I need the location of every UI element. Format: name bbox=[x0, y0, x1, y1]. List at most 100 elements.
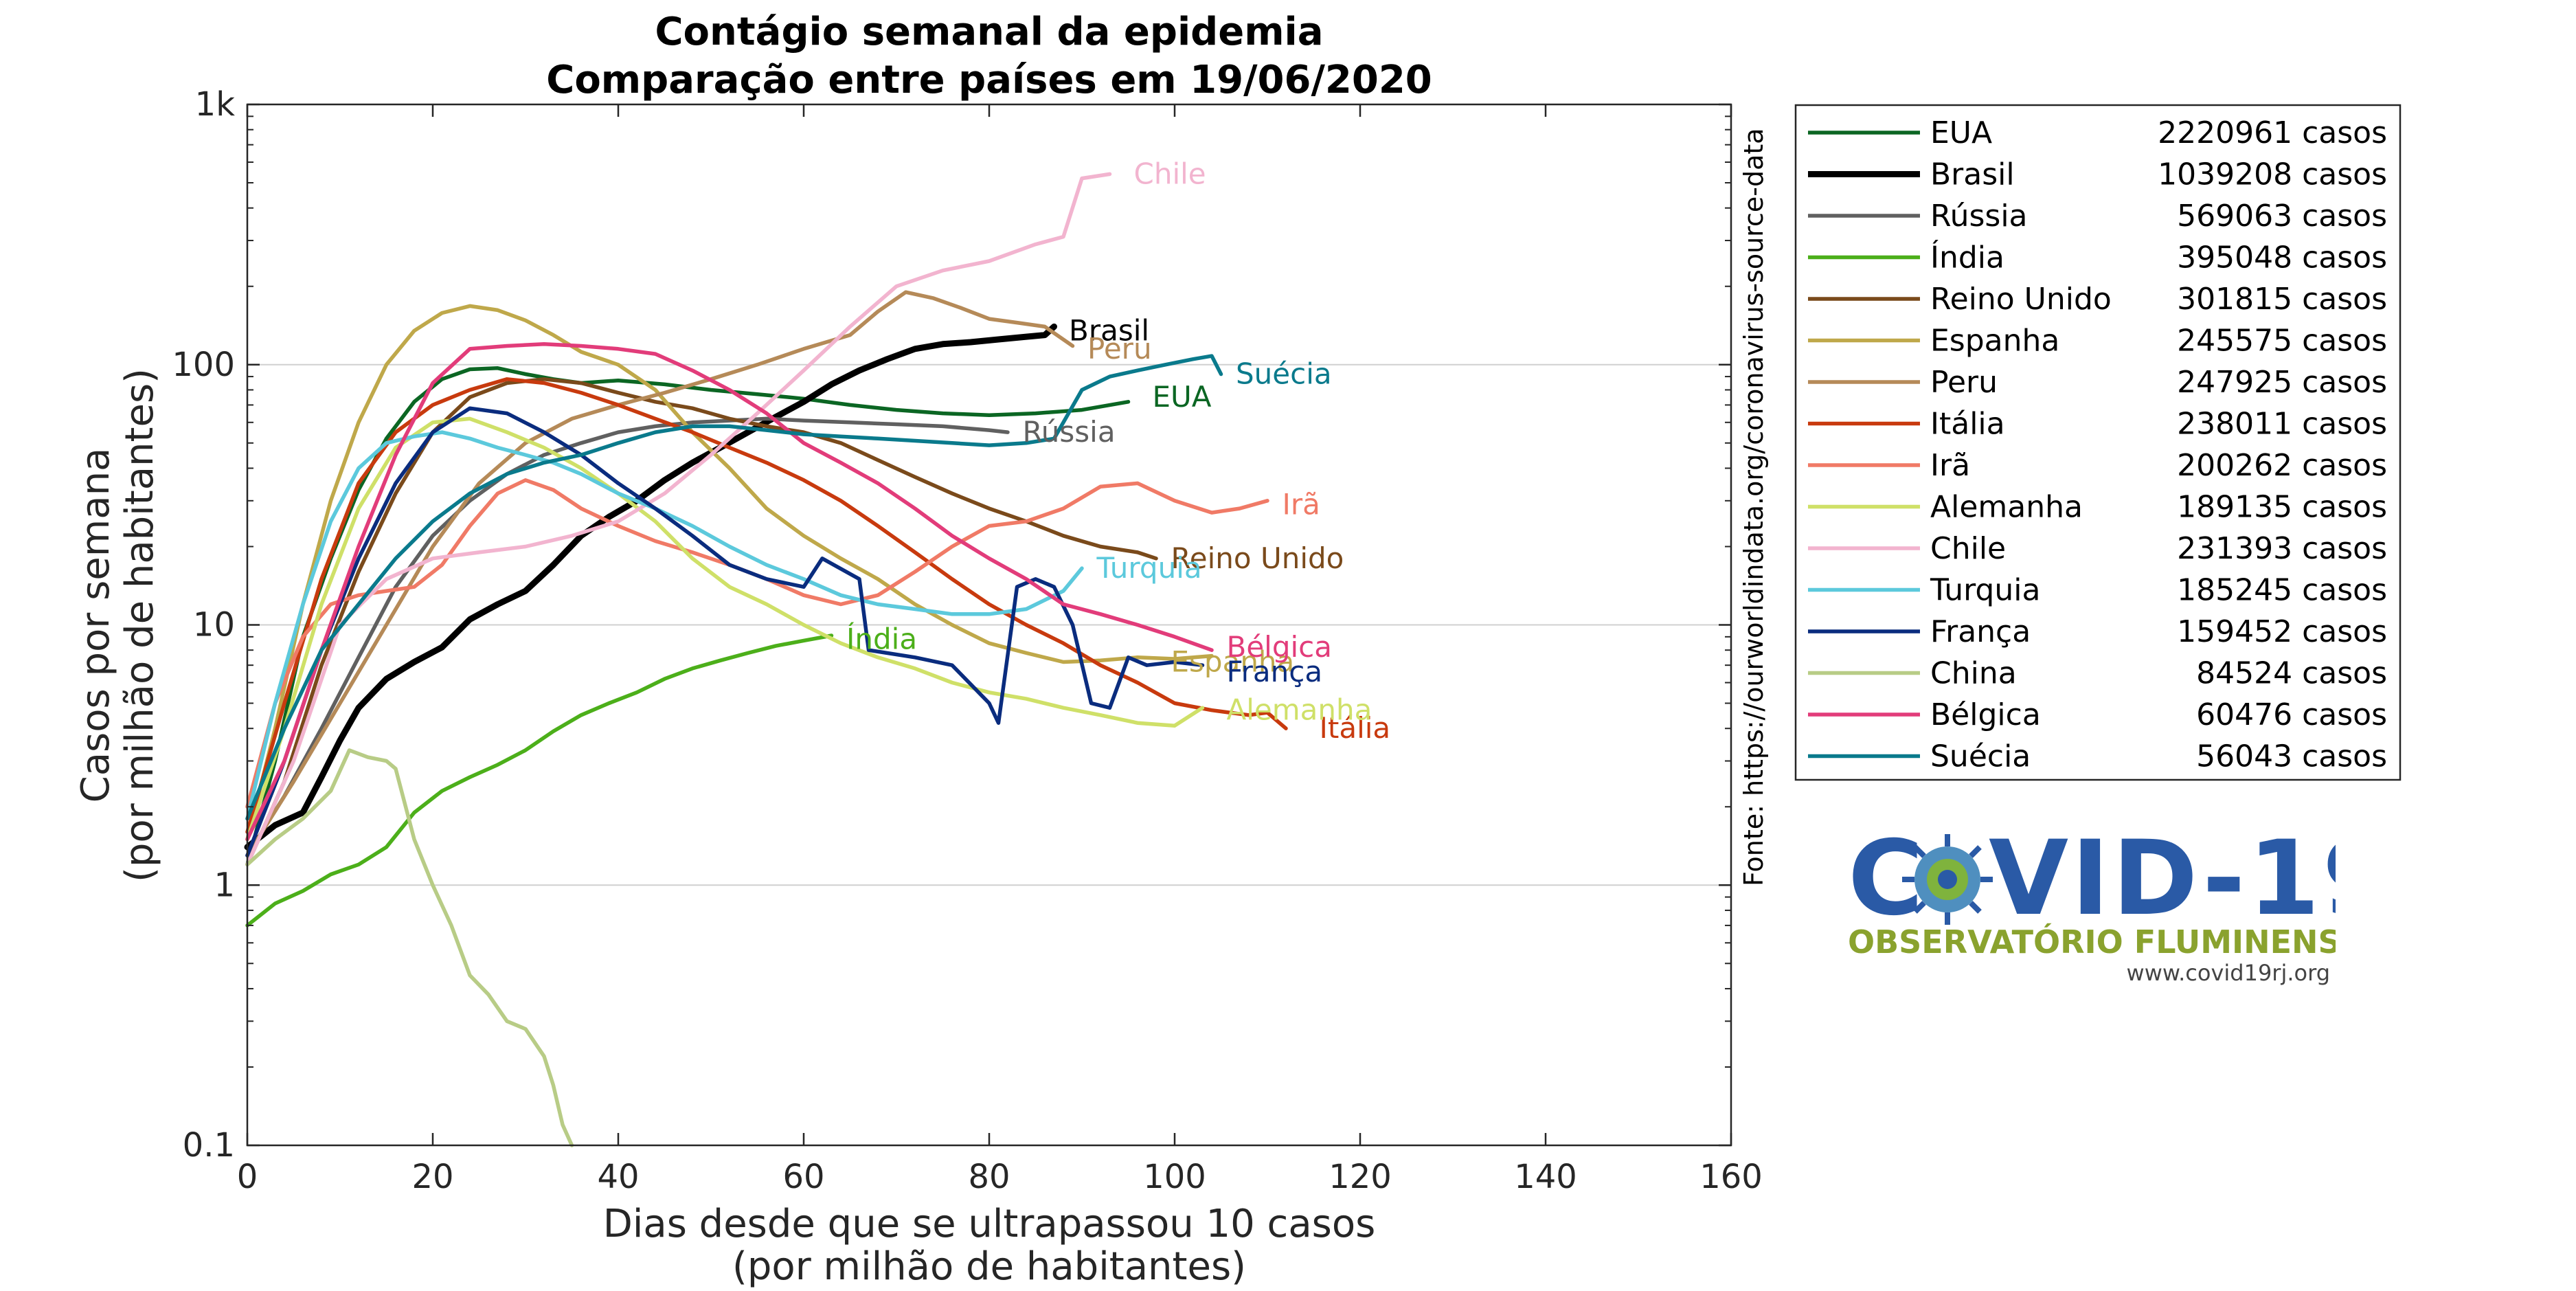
logo-subtitle: OBSERVATÓRIO FLUMINENSE bbox=[1848, 923, 2336, 961]
series-line-turquia bbox=[245, 430, 1084, 821]
legend-cases-turquia: 185245 casos bbox=[2177, 573, 2387, 608]
x-axis-ticks: 0 20 40 60 80 100 120 140 160 bbox=[237, 104, 1763, 1196]
legend-label-belgica: Bélgica bbox=[1930, 697, 2041, 732]
legend-cases-belgica: 60476 casos bbox=[2196, 697, 2387, 732]
y-tick-label: 1k bbox=[195, 85, 236, 124]
legend-label-italia: Itália bbox=[1930, 407, 2005, 442]
series-label-russia: Rússia bbox=[1023, 415, 1116, 449]
legend-label-franca: França bbox=[1930, 614, 2031, 649]
series-line-espanha bbox=[245, 304, 1214, 842]
legend-cases-reino-unido: 301815 casos bbox=[2177, 282, 2387, 317]
source-note: Fonte: https://ourworldindata.org/corona… bbox=[1739, 128, 1769, 886]
y-tick-label: 0.1 bbox=[183, 1126, 235, 1165]
series-line-chile bbox=[245, 172, 1112, 867]
x-axis-label: Dias desde que se ultrapassou 10 casos (… bbox=[603, 1202, 1376, 1289]
legend-cases-india: 395048 casos bbox=[2177, 240, 2387, 276]
series-line-belgica bbox=[245, 342, 1214, 842]
legend: EUA 2220961 casos Brasil 1039208 casos Rússi… bbox=[1794, 104, 2402, 781]
series-line-brasil bbox=[244, 323, 1057, 851]
legend-label-eua: EUA bbox=[1930, 115, 1992, 150]
series-label-chile: Chile bbox=[1134, 157, 1206, 190]
x-tick-label: 0 bbox=[237, 1158, 258, 1196]
legend-cases-brasil: 1039208 casos bbox=[2158, 157, 2387, 192]
legend-label-alemanha: Alemanha bbox=[1930, 490, 2083, 525]
legend-items: EUA 2220961 casos Brasil 1039208 casos Rússi… bbox=[1808, 115, 2387, 774]
legend-cases-suecia: 56043 casos bbox=[2196, 739, 2387, 774]
y-tick-label: 1 bbox=[214, 866, 235, 904]
legend-cases-espanha: 245575 casos bbox=[2177, 324, 2387, 359]
legend-cases-ira: 200262 casos bbox=[2177, 448, 2387, 483]
series-label-brasil: Brasil bbox=[1069, 313, 1149, 347]
chart-title-line-2: Comparação entre países em 19/06/2020 bbox=[546, 58, 1432, 102]
legend-cases-italia: 238011 casos bbox=[2177, 407, 2387, 442]
y-tick-label: 100 bbox=[172, 346, 235, 384]
legend-label-espanha: Espanha bbox=[1930, 324, 2059, 359]
series-label-suecia: Suécia bbox=[1236, 357, 1332, 390]
legend-label-brasil: Brasil bbox=[1930, 157, 2015, 192]
x-axis-label-line-2: (por milhão de habitantes) bbox=[732, 1244, 1246, 1288]
series-label-peru: Peru bbox=[1087, 332, 1152, 366]
series-label-eua: EUA bbox=[1153, 380, 1212, 414]
series-line-india bbox=[245, 633, 834, 928]
series-line-italia bbox=[245, 377, 1288, 834]
y-axis-label: Casos por semana (por milhão de habitant… bbox=[74, 368, 162, 882]
legend-label-turquia: Turquia bbox=[1930, 573, 2040, 608]
series-label-alemanha: Alemanha bbox=[1227, 693, 1372, 727]
legend-cases-peru: 247925 casos bbox=[2177, 365, 2387, 400]
series-label-belgica: Bélgica bbox=[1227, 630, 1332, 664]
legend-label-reino-unido: Reino Unido bbox=[1930, 282, 2112, 317]
series-line-peru bbox=[245, 290, 1075, 857]
legend-label-suecia: Suécia bbox=[1930, 739, 2031, 774]
legend-label-russia: Rússia bbox=[1930, 199, 2028, 234]
series-line-reino-unido bbox=[245, 377, 1158, 867]
x-tick-label: 160 bbox=[1699, 1158, 1763, 1196]
legend-label-peru: Peru bbox=[1930, 365, 1998, 400]
series-lines bbox=[244, 172, 1288, 1147]
legend-label-china: China bbox=[1930, 656, 2017, 691]
y-axis-ticks: 0.1 1 10 100 1k bbox=[172, 85, 1731, 1165]
series-label-india: Índia bbox=[846, 622, 917, 656]
series-label-reino-unido: Reino Unido bbox=[1171, 541, 1344, 575]
legend-cases-china: 84524 casos bbox=[2196, 656, 2387, 691]
series-label-espanha: Espanha bbox=[1171, 645, 1295, 679]
series-label-franca: França bbox=[1227, 655, 1323, 688]
series-line-franca bbox=[245, 406, 1205, 857]
series-line-china bbox=[245, 748, 574, 1147]
series-line-suecia bbox=[245, 354, 1223, 821]
logo-url: www.covid19rj.org bbox=[2127, 960, 2330, 986]
grid-lines bbox=[247, 363, 1731, 886]
chart-title-line-1: Contágio semanal da epidemia bbox=[655, 10, 1323, 54]
y-axis-label-line-1: Casos por semana bbox=[74, 448, 118, 803]
y-axis-label-line-2: (por milhão de habitantes) bbox=[117, 368, 162, 882]
series-label-italia: Itália bbox=[1320, 711, 1391, 745]
x-axis-label-line-1: Dias desde que se ultrapassou 10 casos bbox=[603, 1202, 1376, 1246]
x-tick-label: 140 bbox=[1514, 1158, 1577, 1196]
x-tick-label: 60 bbox=[782, 1158, 824, 1196]
covid-logo: C VID-19 OBSERVATÓRIO FLUMINENSE www.cov… bbox=[1848, 821, 2336, 986]
virus-icon bbox=[1902, 834, 1993, 925]
legend-cases-eua: 2220961 casos bbox=[2158, 115, 2387, 150]
legend-cases-russia: 569063 casos bbox=[2177, 199, 2387, 234]
legend-label-ira: Irã bbox=[1930, 448, 1970, 483]
series-label-ira: Irã bbox=[1283, 487, 1320, 521]
logo-text-right: VID-19 bbox=[1989, 821, 2336, 939]
x-tick-label: 120 bbox=[1329, 1158, 1392, 1196]
legend-cases-franca: 159452 casos bbox=[2177, 614, 2387, 649]
series-label-turquia: Turquia bbox=[1096, 551, 1202, 585]
series-line-ira bbox=[245, 478, 1269, 809]
series-line-russia bbox=[245, 416, 1010, 857]
x-tick-label: 80 bbox=[968, 1158, 1010, 1196]
series-line-alemanha bbox=[245, 416, 1205, 842]
x-tick-label: 20 bbox=[411, 1158, 453, 1196]
legend-label-india: Índia bbox=[1930, 239, 2004, 276]
legend-cases-chile: 231393 casos bbox=[2177, 531, 2387, 566]
legend-label-chile: Chile bbox=[1930, 531, 2006, 566]
legend-cases-alemanha: 189135 casos bbox=[2177, 490, 2387, 525]
x-tick-label: 40 bbox=[597, 1158, 639, 1196]
chart-title: Contágio semanal da epidemia Comparação … bbox=[546, 10, 1432, 102]
x-tick-label: 100 bbox=[1143, 1158, 1206, 1196]
y-tick-label: 10 bbox=[193, 606, 235, 644]
